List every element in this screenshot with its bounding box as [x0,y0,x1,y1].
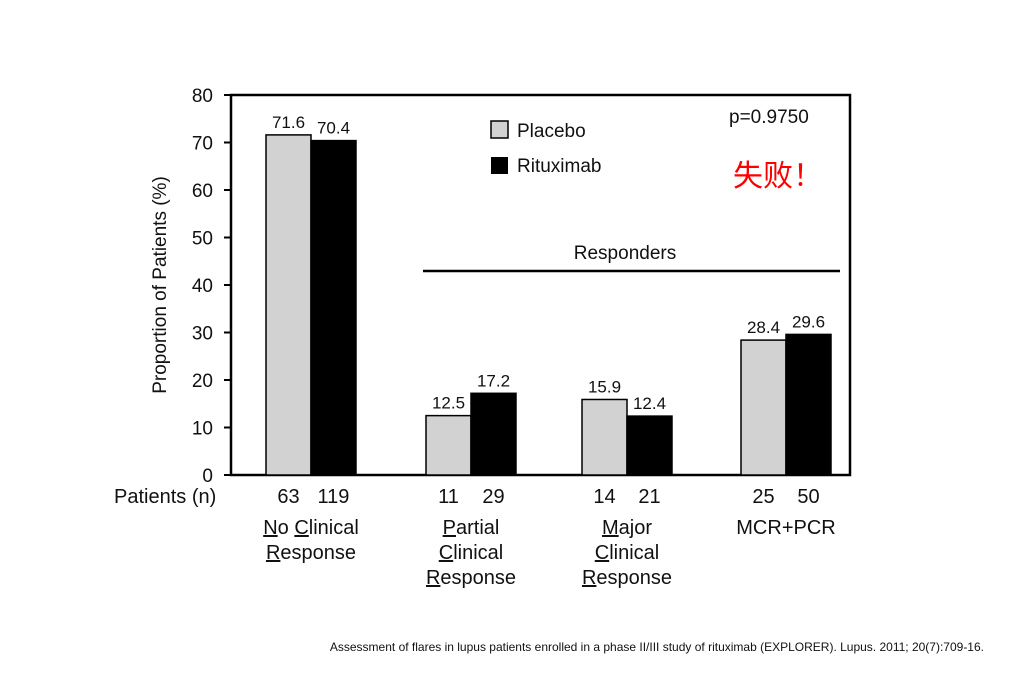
y-axis: 0 10 20 30 40 50 60 70 80 [192,86,231,487]
y-tick-label: 80 [192,86,213,107]
category-label-part: P [443,517,456,539]
bar-value-label: 29.6 [792,312,825,331]
patients-n-row: 63 11 14 25 119 29 21 50 [277,486,819,508]
category-label-part: C [294,517,308,539]
category-label: Clinical [439,542,503,564]
bar-placebo-4 [740,339,787,476]
y-tick-label: 20 [192,371,213,392]
legend-swatch-placebo [490,120,509,139]
bar-placebo-3 [581,398,628,476]
y-tick-label: 50 [192,229,213,250]
legend-swatch-rituximab [491,157,508,174]
caption: Assessment of flares in lupus patients e… [329,640,984,654]
bar-rituximab-3 [626,415,673,476]
p-value: p=0.9750 [729,107,809,128]
bar-rituximab-1 [310,139,357,476]
patients-n-value: 14 [593,486,615,508]
bar-rituximab-2 [470,392,517,476]
patients-n-value: 63 [277,486,299,508]
category-label-part: MCR+PCR [736,517,835,539]
bar-value-label: 70.4 [317,119,350,138]
bar-value-label: 15.9 [588,377,621,396]
y-tick-label: 60 [192,181,213,202]
category-label-part: R [582,567,596,589]
y-axis-label: Proportion of Patients (%) [150,176,171,394]
category-label-part: C [439,542,453,564]
category-label: Clinical [595,542,659,564]
category-label-part: R [266,542,280,564]
category-labels: No ClinicalResponsePartialClinicalRespon… [263,517,836,589]
category-label-part: N [263,517,277,539]
bar-placebo-2 [425,414,472,476]
category-label: Response [582,567,672,589]
category-label-part: artial [456,517,499,539]
annotation-text: 失败！ [733,159,823,194]
y-tick-label: 70 [192,134,213,155]
bar-value-label: 28.4 [747,318,780,337]
bar-value-label: 71.6 [272,113,305,132]
patients-n-value: 21 [638,486,660,508]
category-label-part: C [595,542,609,564]
legend: Placebo Rituximab [490,120,601,177]
category-label-part: o [278,517,295,539]
patients-n-value: 25 [752,486,774,508]
legend-label-placebo: Placebo [517,121,586,142]
category-label: Partial [443,517,500,539]
category-label: Major [602,517,652,539]
patients-n-value: 29 [482,486,504,508]
category-label: Response [266,542,356,564]
bar-value-label: 12.4 [633,394,666,413]
bar-value-label: 17.2 [477,371,510,390]
patients-n-value: 11 [438,486,459,508]
y-tick-label: 0 [202,466,213,487]
patients-n-value: 50 [797,486,819,508]
category-label: MCR+PCR [736,517,835,539]
category-label-part: linical [609,542,659,564]
category-label-part: linical [309,517,359,539]
y-tick-label: 40 [192,276,213,297]
legend-label-rituximab: Rituximab [517,156,601,177]
patients-n-label: Patients (n) [114,486,216,508]
category-label-part: R [426,567,440,589]
category-label-part: esponse [280,542,356,564]
category-label-part: M [602,517,619,539]
patients-n-value: 119 [318,486,350,508]
category-label-part: esponse [440,567,516,589]
category-label-part: esponse [596,567,672,589]
bar-placebo-1 [265,134,312,476]
bar-value-label: 12.5 [432,394,465,413]
category-label-part: linical [453,542,503,564]
category-label: No Clinical [263,517,359,539]
bars: 71.6 12.5 15.9 28.4 70.4 17.2 12.4 29.6 [265,113,832,476]
category-label: Response [426,567,516,589]
bar-rituximab-4 [785,333,832,476]
category-label-part: ajor [619,517,653,539]
y-tick-label: 30 [192,324,213,345]
responders-label: Responders [574,243,676,264]
y-tick-label: 10 [192,419,213,440]
